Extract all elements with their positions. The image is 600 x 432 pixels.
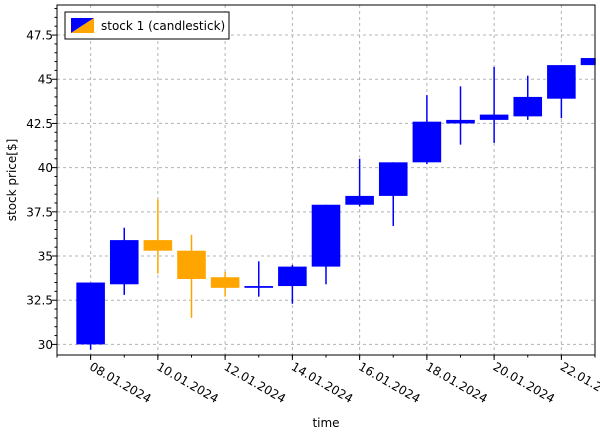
candle-body	[412, 121, 442, 163]
candle-body	[210, 277, 240, 288]
plot-frame	[56, 4, 596, 356]
candle	[412, 95, 442, 165]
candle	[479, 66, 509, 143]
y-tick-label: 30	[38, 338, 53, 352]
y-axis-label: stock price[$]	[5, 139, 19, 222]
candle-body	[547, 65, 576, 99]
y-tick-label: 40	[38, 161, 53, 175]
candle-body	[109, 240, 139, 285]
x-tick-label: 12.01.2024	[222, 359, 289, 405]
candle-body	[278, 266, 307, 287]
candle	[244, 261, 274, 297]
y-tick-label: 37.5	[26, 205, 53, 219]
y-tick-label: 32.5	[26, 294, 53, 308]
candle-body	[378, 162, 408, 196]
candle	[210, 271, 240, 297]
candle-body	[513, 96, 543, 117]
y-tick-label: 47.5	[26, 29, 53, 43]
candle	[311, 204, 341, 285]
candle-body	[177, 250, 206, 279]
candle	[580, 58, 596, 66]
candle-body	[479, 114, 509, 120]
x-axis-label: time	[312, 416, 339, 430]
legend: stock 1 (candlestick)	[64, 11, 230, 40]
y-tick-label: 45	[38, 73, 53, 87]
candle-body	[311, 204, 341, 267]
candle-body	[244, 286, 274, 288]
legend-label: stock 1 (candlestick)	[101, 19, 225, 33]
candle	[513, 75, 543, 120]
candle	[547, 65, 576, 119]
candles	[76, 58, 596, 350]
x-tick-label: 10.01.2024	[154, 359, 221, 405]
grid	[57, 5, 595, 355]
y-axis: 30 32.5 35 37.5 40 42.5 45 47.5	[26, 8, 57, 352]
candle	[76, 282, 105, 350]
x-axis: 08.01.2024 10.01.2024 12.01.2024 14.01.2024…	[56, 355, 600, 406]
candle	[446, 86, 475, 145]
candle	[177, 234, 206, 318]
candle-body	[446, 119, 475, 124]
y-tick-label: 35	[38, 250, 53, 264]
candle-body	[580, 58, 595, 66]
x-tick-label: 22.01.2024	[558, 359, 600, 405]
y-tick-label: 42.5	[26, 117, 53, 131]
candle	[345, 158, 374, 207]
candle	[378, 162, 408, 226]
candle-body	[143, 240, 173, 251]
x-tick-label: 08.01.2024	[87, 359, 154, 405]
candle	[109, 227, 139, 295]
x-tick-label: 20.01.2024	[491, 359, 558, 405]
candle-body	[345, 195, 374, 205]
legend-swatch-down	[71, 18, 94, 33]
candle	[278, 264, 307, 304]
x-tick-label: 18.01.2024	[423, 359, 490, 405]
candle	[143, 199, 173, 274]
x-tick-label: 14.01.2024	[289, 359, 356, 405]
candle-body	[76, 282, 105, 345]
x-tick-label: 16.01.2024	[356, 359, 423, 405]
